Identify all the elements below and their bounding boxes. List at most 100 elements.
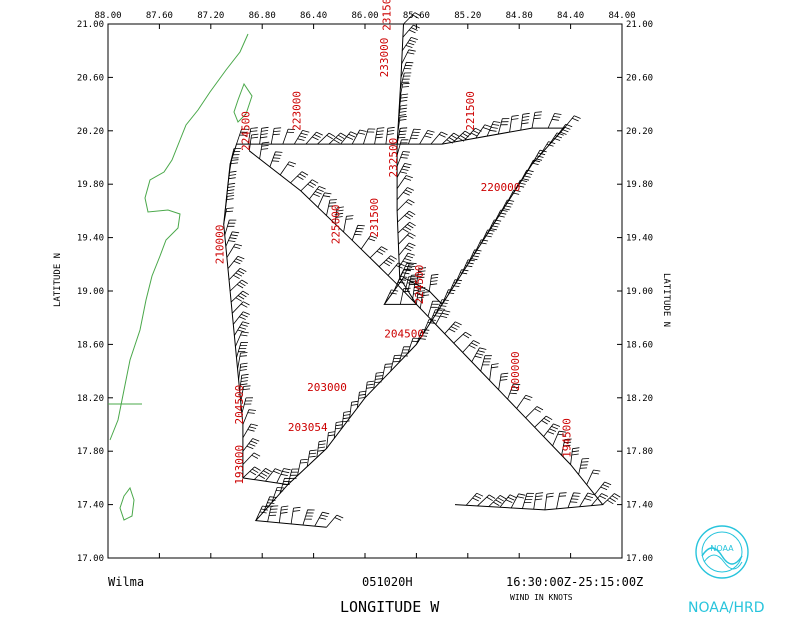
time-label: 204500 <box>233 385 246 425</box>
wind-barb <box>590 493 609 506</box>
wind-barb <box>444 321 462 334</box>
time-label: 204500 <box>384 328 424 341</box>
wind-barb <box>544 492 554 510</box>
wind-barb <box>351 224 365 241</box>
wind-barb <box>480 355 492 372</box>
time-label: 224500 <box>239 111 252 151</box>
wind-barb <box>381 363 393 381</box>
wind-barb <box>416 329 430 345</box>
wind-barb <box>518 169 534 185</box>
lat-tick-label-left: 17.40 <box>77 501 104 511</box>
lat-tick-label-left: 20.20 <box>77 127 104 137</box>
time-label: 231500 <box>368 198 381 238</box>
wind-barb <box>397 115 407 134</box>
lon-tick-label-top: 84.80 <box>506 11 533 21</box>
wind-barb <box>498 372 509 390</box>
wind-barb <box>231 301 250 314</box>
wind-barb <box>547 132 564 147</box>
wind-barb <box>543 423 561 437</box>
wind-barb <box>360 235 378 250</box>
lat-tick-label-left: 19.80 <box>77 180 104 190</box>
wind-barb <box>586 469 601 485</box>
wind-barb <box>477 494 496 507</box>
wind-barb <box>398 232 416 245</box>
lat-tick-label-left: 19.00 <box>77 287 104 297</box>
wind-barb <box>422 319 436 335</box>
wind-barb <box>227 255 245 270</box>
lat-tick-label-right: 18.20 <box>626 394 653 404</box>
noaa-logo: NOAA <box>695 525 749 579</box>
wind-barb <box>228 267 247 281</box>
wind-barb <box>493 209 508 225</box>
lat-tick-label-left: 19.40 <box>77 234 104 244</box>
time-label: 225000 <box>329 205 342 245</box>
coastline <box>108 33 253 521</box>
wind-barb <box>533 492 544 510</box>
wind-barb <box>227 170 237 189</box>
wind-barb <box>326 199 337 216</box>
wind-barb <box>269 151 283 167</box>
wind-barb <box>441 289 456 305</box>
wind-barb <box>419 291 430 309</box>
time-label: 220000 <box>481 181 521 194</box>
wind-barb <box>579 492 595 507</box>
time-label: 232500 <box>387 138 400 178</box>
wind-barb <box>401 37 418 51</box>
lat-tick-label-right: 21.00 <box>626 20 653 30</box>
wind-barb <box>453 130 472 143</box>
island-cozumel <box>233 82 253 123</box>
wind-barb <box>471 347 487 362</box>
wind-barb <box>539 141 556 156</box>
axis-ticks: 88.00 87.60 87.20 86.80 86.40 86.00 85.60 85.20… <box>77 11 653 564</box>
wind-barb <box>326 431 336 449</box>
wind-barb <box>403 262 417 278</box>
wind-barb <box>267 505 279 522</box>
wind-barb <box>531 149 547 165</box>
wind-barb <box>512 179 528 195</box>
wind-barb <box>556 492 567 509</box>
wind-barb <box>441 132 460 145</box>
wind-barb <box>374 127 385 145</box>
wind-barb <box>567 492 581 508</box>
wind-barb <box>435 310 451 325</box>
lon-tick-label-top: 85.60 <box>403 11 430 21</box>
plot-frame <box>107 23 623 559</box>
wind-barb <box>278 505 289 523</box>
wind-barb <box>516 394 533 409</box>
wind-barb <box>230 290 250 303</box>
wind-barb <box>552 430 566 447</box>
wind-barb <box>247 127 258 145</box>
wind-barb <box>396 127 408 145</box>
wind-barb <box>398 346 411 363</box>
time-label: 233000 <box>378 38 391 78</box>
wind-barb <box>399 262 414 278</box>
lat-tick-label-left: 18.20 <box>77 394 104 404</box>
wind-barb <box>399 72 412 89</box>
wind-barb <box>419 130 435 145</box>
time-label: 200000 <box>509 351 522 391</box>
wind-barb <box>427 300 440 317</box>
lat-tick-label-left: 17.00 <box>77 554 104 564</box>
wind-barb <box>507 383 521 400</box>
lat-tick-label-left: 17.80 <box>77 447 104 457</box>
wind-barb <box>488 495 507 507</box>
wind-barb <box>232 311 250 325</box>
wind-barb <box>308 186 326 200</box>
wind-barb <box>235 331 249 347</box>
wind-barb <box>237 352 248 369</box>
lon-tick-label-top: 88.00 <box>94 11 121 21</box>
lat-tick-label-left: 20.60 <box>77 73 104 83</box>
wind-barb <box>270 127 282 145</box>
wind-barb <box>387 262 405 276</box>
wind-barb <box>279 161 297 176</box>
wind-barb <box>561 438 572 456</box>
wind-barb <box>461 259 475 275</box>
wind-barb <box>467 249 482 265</box>
wind-barb <box>290 506 301 525</box>
wind-barb <box>385 126 395 145</box>
wind-barb <box>398 252 415 267</box>
wind-barb <box>547 113 562 129</box>
time-label: 193000 <box>233 445 246 485</box>
wind-barb <box>428 273 439 292</box>
wind-barb <box>242 466 261 479</box>
